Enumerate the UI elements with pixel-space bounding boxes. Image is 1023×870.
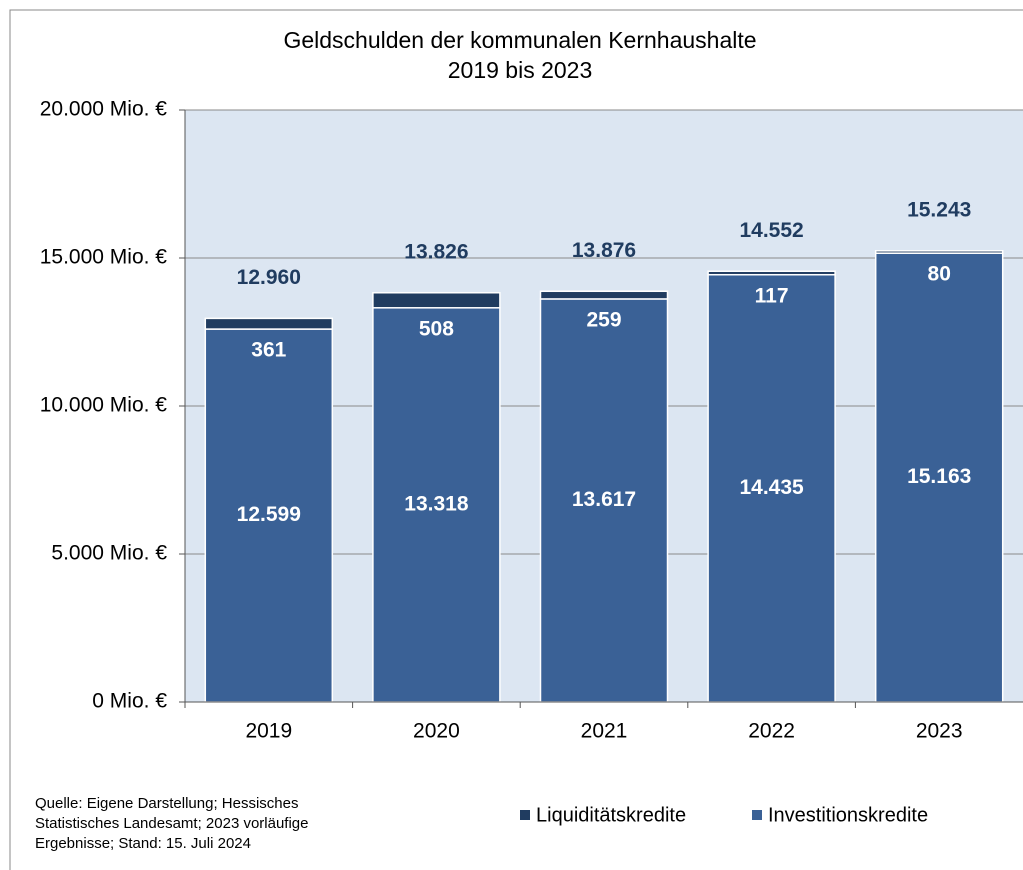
bar-segment <box>874 250 1004 254</box>
chart-title: Geldschulden der kommunalen Kernhaushalt… <box>283 27 756 53</box>
y-tick-label: 10.000 Mio. € <box>40 394 168 417</box>
bar-segment <box>874 252 1004 703</box>
total-label: 12.960 <box>237 266 301 289</box>
data-label: 14.435 <box>739 476 804 499</box>
data-label: 13.617 <box>572 488 636 511</box>
total-label: 14.552 <box>739 219 803 242</box>
y-tick-label: 15.000 Mio. € <box>40 246 168 269</box>
x-tick-label: 2023 <box>916 720 963 743</box>
total-label: 15.243 <box>907 198 971 221</box>
y-tick-label: 0 Mio. € <box>92 690 167 713</box>
data-label: 80 <box>928 263 951 286</box>
data-label: 117 <box>755 284 789 307</box>
x-tick-label: 2021 <box>581 720 628 743</box>
data-label: 15.163 <box>907 465 971 488</box>
legend-swatch <box>520 810 530 820</box>
y-tick-label: 5.000 Mio. € <box>51 542 167 565</box>
chart-subtitle: 2019 bis 2023 <box>448 57 593 83</box>
total-label: 13.876 <box>572 239 636 262</box>
bar-segment <box>539 298 669 703</box>
source-note: Statistisches Landesamt; 2023 vorläufige <box>35 815 309 832</box>
total-label: 13.826 <box>404 240 468 263</box>
data-label: 13.318 <box>404 492 469 515</box>
x-tick-label: 2022 <box>748 720 795 743</box>
source-note: Quelle: Eigene Darstellung; Hessisches <box>35 795 298 812</box>
bar-segment <box>372 292 501 309</box>
legend-label: Investitionskredite <box>768 804 928 826</box>
y-tick-label: 20.000 Mio. € <box>40 98 168 121</box>
legend-label: Liquiditätskredite <box>536 804 686 826</box>
x-tick-label: 2019 <box>245 720 292 743</box>
source-note: Ergebnisse; Stand: 15. Juli 2024 <box>35 835 251 852</box>
bar-segment <box>707 270 836 276</box>
bar-segment <box>372 307 501 703</box>
bar-segment <box>539 290 669 300</box>
x-tick-label: 2020 <box>413 720 460 743</box>
legend-swatch <box>752 810 762 820</box>
data-label: 259 <box>586 308 621 331</box>
data-label: 12.599 <box>237 503 301 526</box>
data-label: 508 <box>419 317 454 340</box>
data-label: 361 <box>251 339 286 362</box>
bar-segment <box>204 317 334 330</box>
